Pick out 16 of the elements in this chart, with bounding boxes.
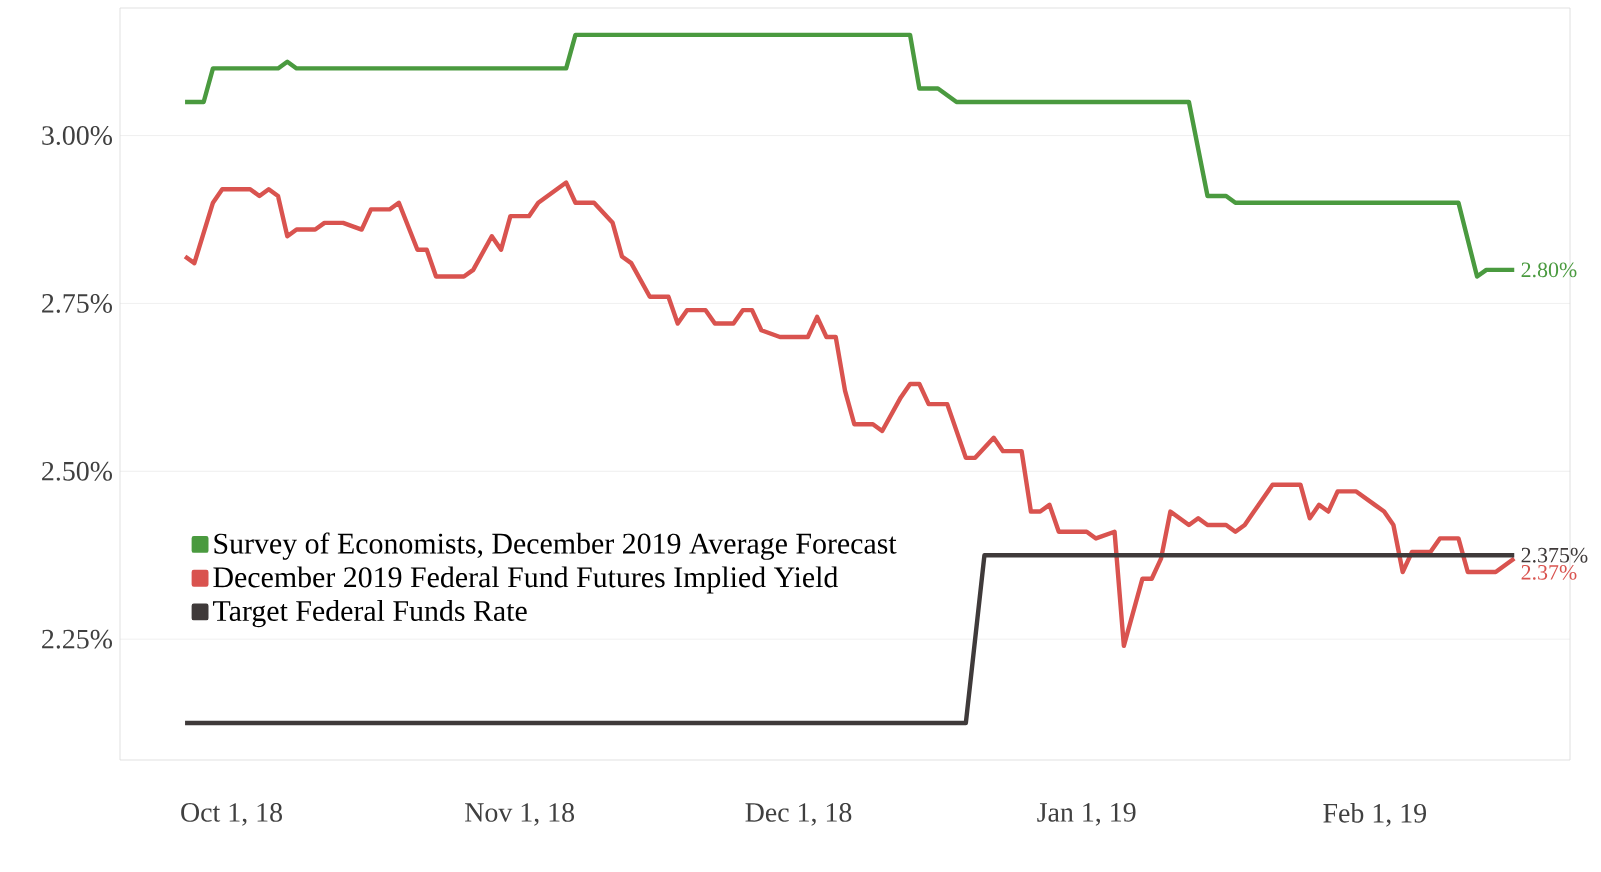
legend-label: Target Federal Funds Rate bbox=[213, 600, 527, 628]
annotation: 2.375% bbox=[1521, 547, 1588, 563]
y-tick-label: 3.00% bbox=[42, 126, 112, 146]
x-tick-label: Dec 1, 18 bbox=[745, 803, 852, 826]
x-tick-label: Feb 1, 19 bbox=[1323, 803, 1426, 827]
legend-label: Survey of Economists, December 2019 Average Forecast bbox=[214, 532, 897, 560]
x-tick-label: Nov 1, 18 bbox=[465, 803, 575, 826]
legend-label: December 2019 Federal Fund Futures Implied Yield bbox=[213, 566, 839, 594]
annotation: 2.37% bbox=[1521, 564, 1577, 580]
y-tick-label: 2.25% bbox=[42, 629, 112, 649]
x-tick-label: Oct 1, 18 bbox=[181, 803, 282, 826]
x-tick-label: Jan 1, 19 bbox=[1037, 803, 1136, 826]
line-series bbox=[182, 32, 1517, 279]
y-tick-label: 2.50% bbox=[42, 461, 112, 481]
y-tick-label: 2.75% bbox=[42, 293, 112, 313]
annotation: 2.80% bbox=[1521, 262, 1577, 278]
